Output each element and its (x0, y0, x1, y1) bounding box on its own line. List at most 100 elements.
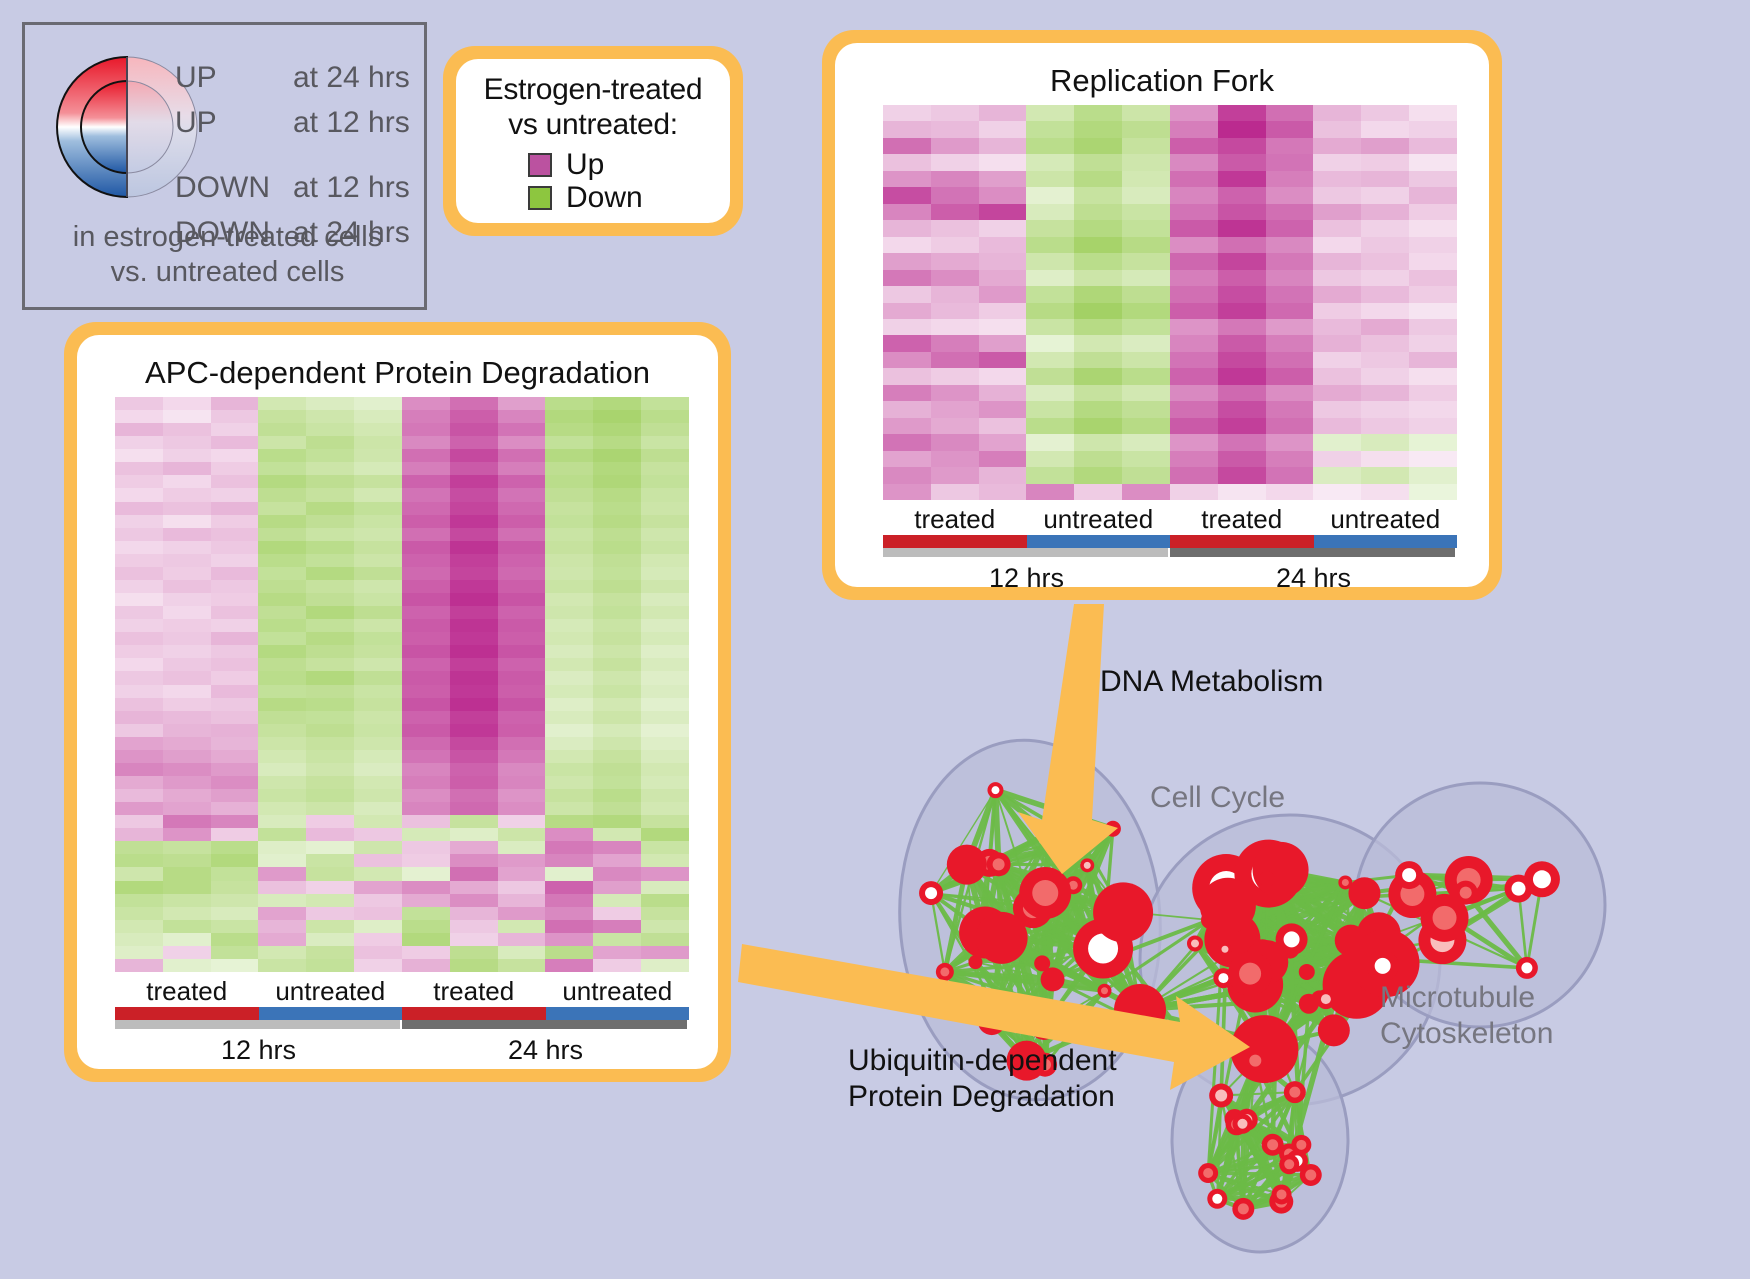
network-node[interactable] (1283, 1081, 1306, 1104)
heatmap-cell (354, 749, 402, 763)
heatmap-cell (162, 462, 211, 476)
network-node[interactable] (1201, 911, 1219, 929)
network-node[interactable] (1198, 1163, 1219, 1184)
network-node[interactable] (1228, 951, 1273, 996)
network-node[interactable] (1184, 1039, 1206, 1061)
heatmap-cell (449, 958, 498, 972)
network-node[interactable] (1261, 1133, 1284, 1156)
network-node[interactable] (1338, 875, 1353, 890)
heatmap-cell (1313, 236, 1362, 254)
heatmap-cell (1122, 368, 1170, 385)
network-node[interactable] (1029, 1011, 1058, 1040)
network-node[interactable] (1334, 924, 1367, 957)
network-node[interactable] (1315, 989, 1336, 1010)
network-node[interactable] (1291, 1134, 1312, 1155)
heatmap-cell (930, 286, 979, 303)
heatmap-cell (306, 645, 355, 659)
heatmap-cell (883, 286, 931, 303)
heatmap-cell (1361, 302, 1410, 319)
network-node[interactable] (1348, 877, 1381, 910)
heatmap-cell (306, 606, 355, 620)
heatmap-cell (1026, 384, 1075, 402)
heatmap-cell (162, 449, 211, 463)
heatmap-cell (593, 645, 642, 659)
network-node[interactable] (1271, 1184, 1292, 1205)
network-node[interactable] (977, 1007, 1006, 1036)
network-node[interactable] (1207, 1188, 1228, 1209)
network-node[interactable] (1217, 942, 1232, 957)
network-node[interactable] (1298, 993, 1319, 1014)
network-node[interactable] (1230, 1015, 1299, 1084)
heatmap-cell (354, 736, 402, 750)
heatmap-cell (210, 540, 259, 554)
heatmap-cell (545, 462, 594, 476)
heatmap-cell (1169, 286, 1218, 303)
network-node[interactable] (1252, 841, 1309, 898)
network-node[interactable] (1453, 880, 1478, 905)
heatmap-cell (497, 684, 546, 698)
network-node[interactable] (1317, 1014, 1350, 1047)
network-node[interactable] (1279, 1154, 1300, 1175)
heatmap-cell (1409, 417, 1457, 435)
network-node[interactable] (1186, 935, 1203, 952)
network-node[interactable] (1040, 967, 1065, 992)
heatmap-cell (401, 449, 450, 463)
heatmap-cell (1313, 434, 1362, 451)
replication-fork-panel: Replication Fork treated untreated treated… (822, 30, 1502, 600)
heatmap-cell (545, 789, 594, 803)
heatmap-cell (401, 789, 450, 803)
network-node[interactable] (1395, 861, 1424, 890)
heatmap-cell (641, 762, 689, 776)
network-node[interactable] (946, 844, 987, 885)
heatmap-cell (1409, 269, 1457, 287)
heatmap-cell (162, 553, 211, 567)
network-node[interactable] (1232, 1113, 1253, 1134)
heatmap-cell (497, 619, 546, 633)
heatmap-cell (1122, 467, 1170, 484)
network-node[interactable] (1075, 834, 1090, 849)
heatmap-cell (162, 684, 211, 698)
network-node[interactable] (1019, 866, 1072, 919)
heatmap-cell (258, 697, 307, 711)
network-node[interactable] (1515, 956, 1538, 979)
treatment-bar (545, 1007, 689, 1020)
network-node[interactable] (935, 962, 954, 981)
network-node[interactable] (1366, 949, 1399, 982)
network-node[interactable] (1275, 923, 1308, 956)
network-node[interactable] (1523, 861, 1560, 898)
heatmap-cell (1409, 384, 1457, 402)
heatmap-cell (1313, 335, 1362, 352)
heatmap-cell (1169, 417, 1218, 435)
heatmap-cell (449, 867, 498, 881)
heatmap-cell (1074, 351, 1123, 369)
network-node[interactable] (919, 881, 944, 906)
network-node[interactable] (1041, 826, 1056, 841)
network-node[interactable] (1299, 1163, 1322, 1186)
node-core (1320, 994, 1331, 1005)
heatmap-cell (545, 749, 594, 763)
network-node[interactable] (1258, 870, 1275, 887)
network-node[interactable] (1232, 1197, 1255, 1220)
network-node[interactable] (987, 782, 1004, 799)
network-node[interactable] (975, 911, 1028, 964)
heatmap-cell (115, 906, 163, 920)
heatmap-cell (354, 540, 402, 554)
heatmap-cell (978, 187, 1027, 204)
network-node[interactable] (1104, 820, 1121, 837)
network-node[interactable] (1097, 983, 1112, 998)
heatmap-cell (593, 658, 642, 672)
network-node[interactable] (986, 852, 1011, 877)
network-node[interactable] (1093, 882, 1154, 943)
footer-line-2: vs. untreated cells (110, 256, 345, 289)
network-node[interactable] (1209, 1083, 1234, 1108)
network-node[interactable] (1114, 984, 1166, 1036)
heatmap-cell (1409, 253, 1457, 270)
heatmap-cell (1313, 302, 1362, 319)
heatmap-cell (1074, 203, 1123, 221)
network-node[interactable] (1080, 858, 1095, 873)
heatmap-cell (593, 566, 642, 580)
network-node[interactable] (1298, 963, 1315, 980)
heatmap-cell (593, 802, 642, 816)
network-node[interactable] (1243, 1048, 1268, 1073)
heatmap-cell (210, 566, 259, 580)
